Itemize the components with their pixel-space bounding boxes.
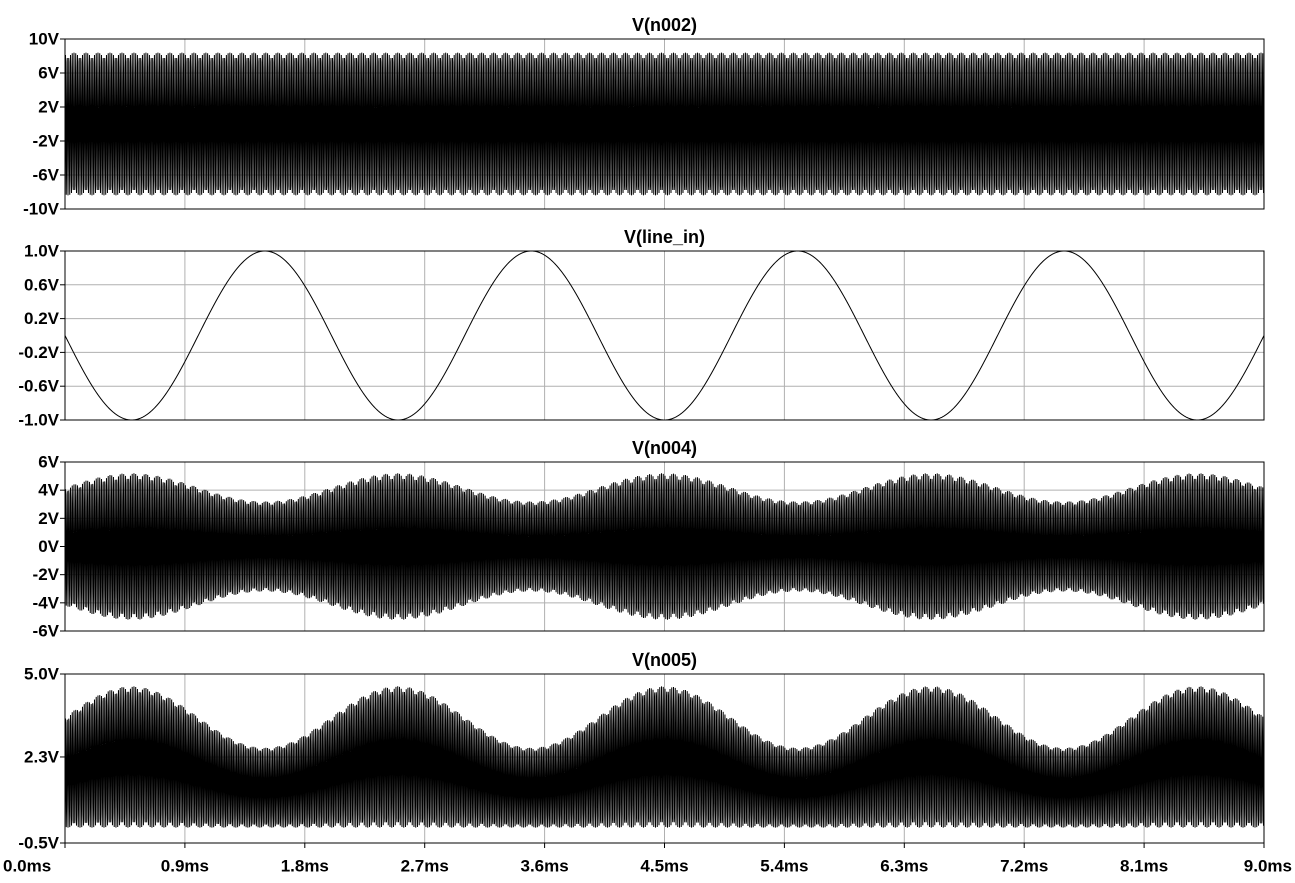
y-tick-label: 6V bbox=[38, 453, 59, 472]
x-tick-label: 2.7ms bbox=[401, 857, 449, 876]
trace-4 bbox=[64, 686, 1265, 828]
y-tick-label: 10V bbox=[29, 30, 60, 49]
x-tick-label: 3.6ms bbox=[520, 857, 568, 876]
panel-1: 10V 6V 2V -2V -6V -10V V(n002) bbox=[23, 15, 1265, 219]
y-tick-label: -0.6V bbox=[18, 377, 59, 396]
panel-title: V(n004) bbox=[632, 438, 697, 458]
y-tick-label: -6V bbox=[33, 622, 60, 641]
y-tick-label: 2.3V bbox=[24, 747, 60, 766]
panel-3: 6V 4V 2V 0V -2V -4V -6V V(n004) bbox=[33, 438, 1265, 641]
y-tick-label: -2V bbox=[33, 132, 60, 151]
panel-4: 5.0V 2.3V -0.5V V(n005) 0.0ms 0.9ms 1.8ms 2.7ms… bbox=[3, 650, 1292, 876]
y-tick-label: 2V bbox=[38, 509, 59, 528]
y-tick-label: -6V bbox=[33, 166, 60, 185]
panel-title: V(n002) bbox=[632, 15, 697, 35]
y-tick-label: 1.0V bbox=[24, 242, 60, 261]
x-tick-label: 9.0ms bbox=[1244, 857, 1292, 876]
y-tick-label: -1.0V bbox=[18, 411, 59, 430]
y-tick-label: -4V bbox=[33, 593, 60, 612]
y-tick-label: 0.6V bbox=[24, 275, 60, 294]
y-tick-label: -2V bbox=[33, 565, 60, 584]
x-tick-label: 4.5ms bbox=[640, 857, 688, 876]
y-tick-label: 5.0V bbox=[24, 665, 60, 684]
x-tick-label: 6.3ms bbox=[880, 857, 928, 876]
panel-title: V(n005) bbox=[632, 650, 697, 670]
y-tick-label: 2V bbox=[38, 98, 59, 117]
x-tick-label: 1.8ms bbox=[281, 857, 329, 876]
x-tick-label: 0.0ms bbox=[3, 857, 51, 876]
plot-frame bbox=[64, 461, 1265, 632]
y-tick-label: -0.2V bbox=[18, 343, 59, 362]
plot-frame bbox=[64, 38, 1265, 210]
y-tick-label: 0.2V bbox=[24, 309, 60, 328]
y-tick-label: 4V bbox=[38, 481, 59, 500]
trace-3 bbox=[64, 473, 1265, 620]
panel-2: 1.0V 0.6V 0.2V -0.2V -0.6V -1.0V V(line_in) bbox=[18, 227, 1265, 430]
panel-title: V(line_in) bbox=[624, 227, 705, 247]
plot-frame bbox=[64, 250, 1265, 421]
y-tick-label: -0.5V bbox=[18, 834, 59, 853]
x-tick-label: 0.9ms bbox=[161, 857, 209, 876]
y-tick-label: 6V bbox=[38, 64, 59, 83]
x-tick-label: 8.1ms bbox=[1120, 857, 1168, 876]
y-tick-label: -10V bbox=[23, 200, 60, 219]
y-tick-label: 0V bbox=[38, 537, 59, 556]
trace-1 bbox=[64, 52, 1265, 196]
x-tick-label: 5.4ms bbox=[760, 857, 808, 876]
x-tick-label: 7.2ms bbox=[1000, 857, 1048, 876]
